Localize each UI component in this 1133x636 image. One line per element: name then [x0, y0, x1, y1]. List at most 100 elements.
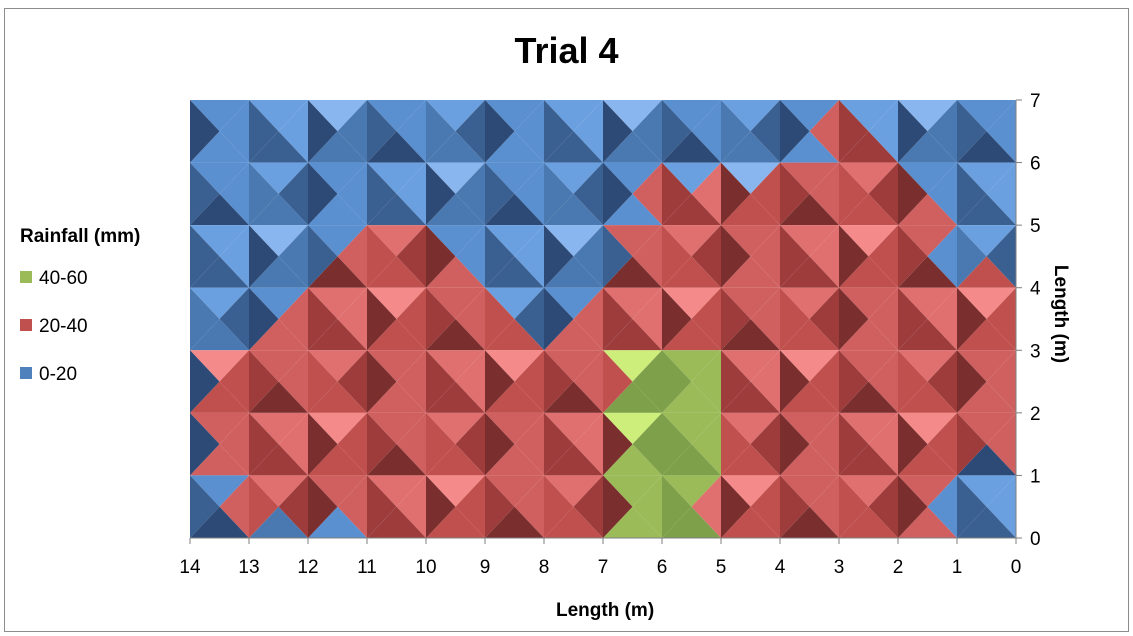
surface-cell — [957, 225, 987, 288]
surface-cell — [898, 350, 928, 413]
surface-cell — [898, 131, 957, 163]
surface-cell — [426, 412, 485, 445]
surface-cell — [839, 350, 869, 413]
surface-cell — [662, 193, 721, 226]
surface-cell — [308, 162, 338, 226]
legend-label-20-40: 20-40 — [39, 316, 88, 337]
surface-cell — [544, 287, 603, 319]
surface-cell — [839, 100, 869, 163]
y-tick-label: 0 — [1030, 529, 1041, 550]
surface-cell — [957, 287, 1016, 319]
surface-cell — [898, 100, 957, 132]
surface-cell — [485, 162, 515, 226]
surface-cell — [957, 193, 1016, 226]
surface-cell — [190, 350, 220, 413]
surface-cell — [750, 412, 780, 476]
surface-cell — [308, 131, 367, 163]
surface-cell — [485, 350, 544, 382]
y-tick-label: 6 — [1030, 154, 1041, 175]
surface-cell — [839, 131, 898, 163]
surface-cell — [249, 256, 308, 288]
surface-cell — [308, 475, 338, 538]
surface-cell — [809, 412, 839, 476]
surface-cell — [426, 412, 456, 476]
surface-cell — [190, 131, 249, 163]
surface-cell — [514, 475, 544, 538]
surface-cell — [721, 193, 780, 226]
surface-cell — [249, 475, 308, 507]
x-tick-label: 2 — [893, 557, 904, 578]
surface-cell — [898, 350, 957, 382]
surface-cell — [839, 225, 898, 257]
surface-cell — [927, 475, 957, 538]
surface-cell — [308, 381, 367, 413]
surface-cell — [721, 100, 751, 163]
surface-cells — [190, 100, 1016, 538]
surface-cell — [780, 287, 839, 319]
surface-cell — [485, 506, 544, 538]
legend-title: Rainfall (mm) — [20, 226, 141, 247]
surface-cell — [721, 225, 780, 257]
surface-cell — [544, 162, 574, 226]
legend-label-0-20: 0-20 — [39, 364, 78, 385]
surface-cell — [396, 162, 426, 226]
surface-cell — [603, 287, 633, 351]
legend-swatch-40-60 — [20, 271, 32, 283]
surface-cell — [308, 162, 367, 194]
surface-cell — [426, 100, 456, 163]
surface-cell — [426, 131, 485, 163]
surface-cell — [308, 350, 338, 413]
surface-cell — [573, 100, 603, 163]
surface-cell — [957, 162, 1016, 194]
surface-cell — [544, 444, 603, 476]
surface-cell — [662, 412, 721, 445]
surface-cell — [367, 225, 397, 288]
x-tick-label: 9 — [480, 557, 491, 578]
surface-cell — [426, 162, 485, 194]
surface-cell — [603, 350, 633, 413]
surface-cell — [750, 287, 780, 351]
surface-cell — [426, 506, 485, 538]
surface-cell — [839, 319, 898, 351]
surface-cell — [603, 475, 633, 538]
surface-cell — [308, 412, 338, 476]
surface-cell — [662, 319, 721, 351]
surface-cell — [367, 131, 426, 163]
surface-cell — [603, 287, 662, 319]
surface-cell — [278, 475, 308, 538]
surface-cell — [249, 350, 279, 413]
surface-cell — [839, 225, 869, 288]
surface-cell — [603, 412, 633, 476]
surface-cell — [485, 319, 544, 351]
surface-cell — [898, 225, 928, 288]
surface-cell — [249, 225, 308, 257]
surface-cell — [573, 412, 603, 476]
surface-cell — [986, 350, 1016, 413]
surface-cell — [367, 381, 426, 413]
surface-cell — [485, 412, 515, 476]
surface-cell — [190, 412, 249, 445]
surface-cell — [780, 287, 810, 351]
surface-cell — [839, 162, 869, 226]
surface-cell — [367, 287, 397, 351]
surface-cell — [278, 412, 308, 476]
surface-cell — [927, 287, 957, 351]
x-tick-label: 8 — [539, 557, 550, 578]
surface-cell — [544, 100, 574, 163]
surface-cell — [219, 225, 249, 288]
surface-cell — [396, 350, 426, 413]
surface-cell — [396, 412, 426, 476]
surface-cell — [485, 287, 515, 351]
x-tick-label: 4 — [775, 557, 786, 578]
surface-cell — [544, 350, 603, 382]
surface-cell — [544, 287, 574, 351]
surface-cell — [249, 287, 279, 351]
surface-cell — [632, 100, 662, 163]
surface-cell — [809, 287, 839, 351]
surface-cell — [721, 225, 751, 288]
surface-cell — [603, 225, 633, 288]
x-tick-label: 0 — [1011, 557, 1022, 578]
surface-cell — [249, 412, 308, 445]
surface-cell — [190, 506, 249, 538]
surface-cell — [219, 162, 249, 226]
